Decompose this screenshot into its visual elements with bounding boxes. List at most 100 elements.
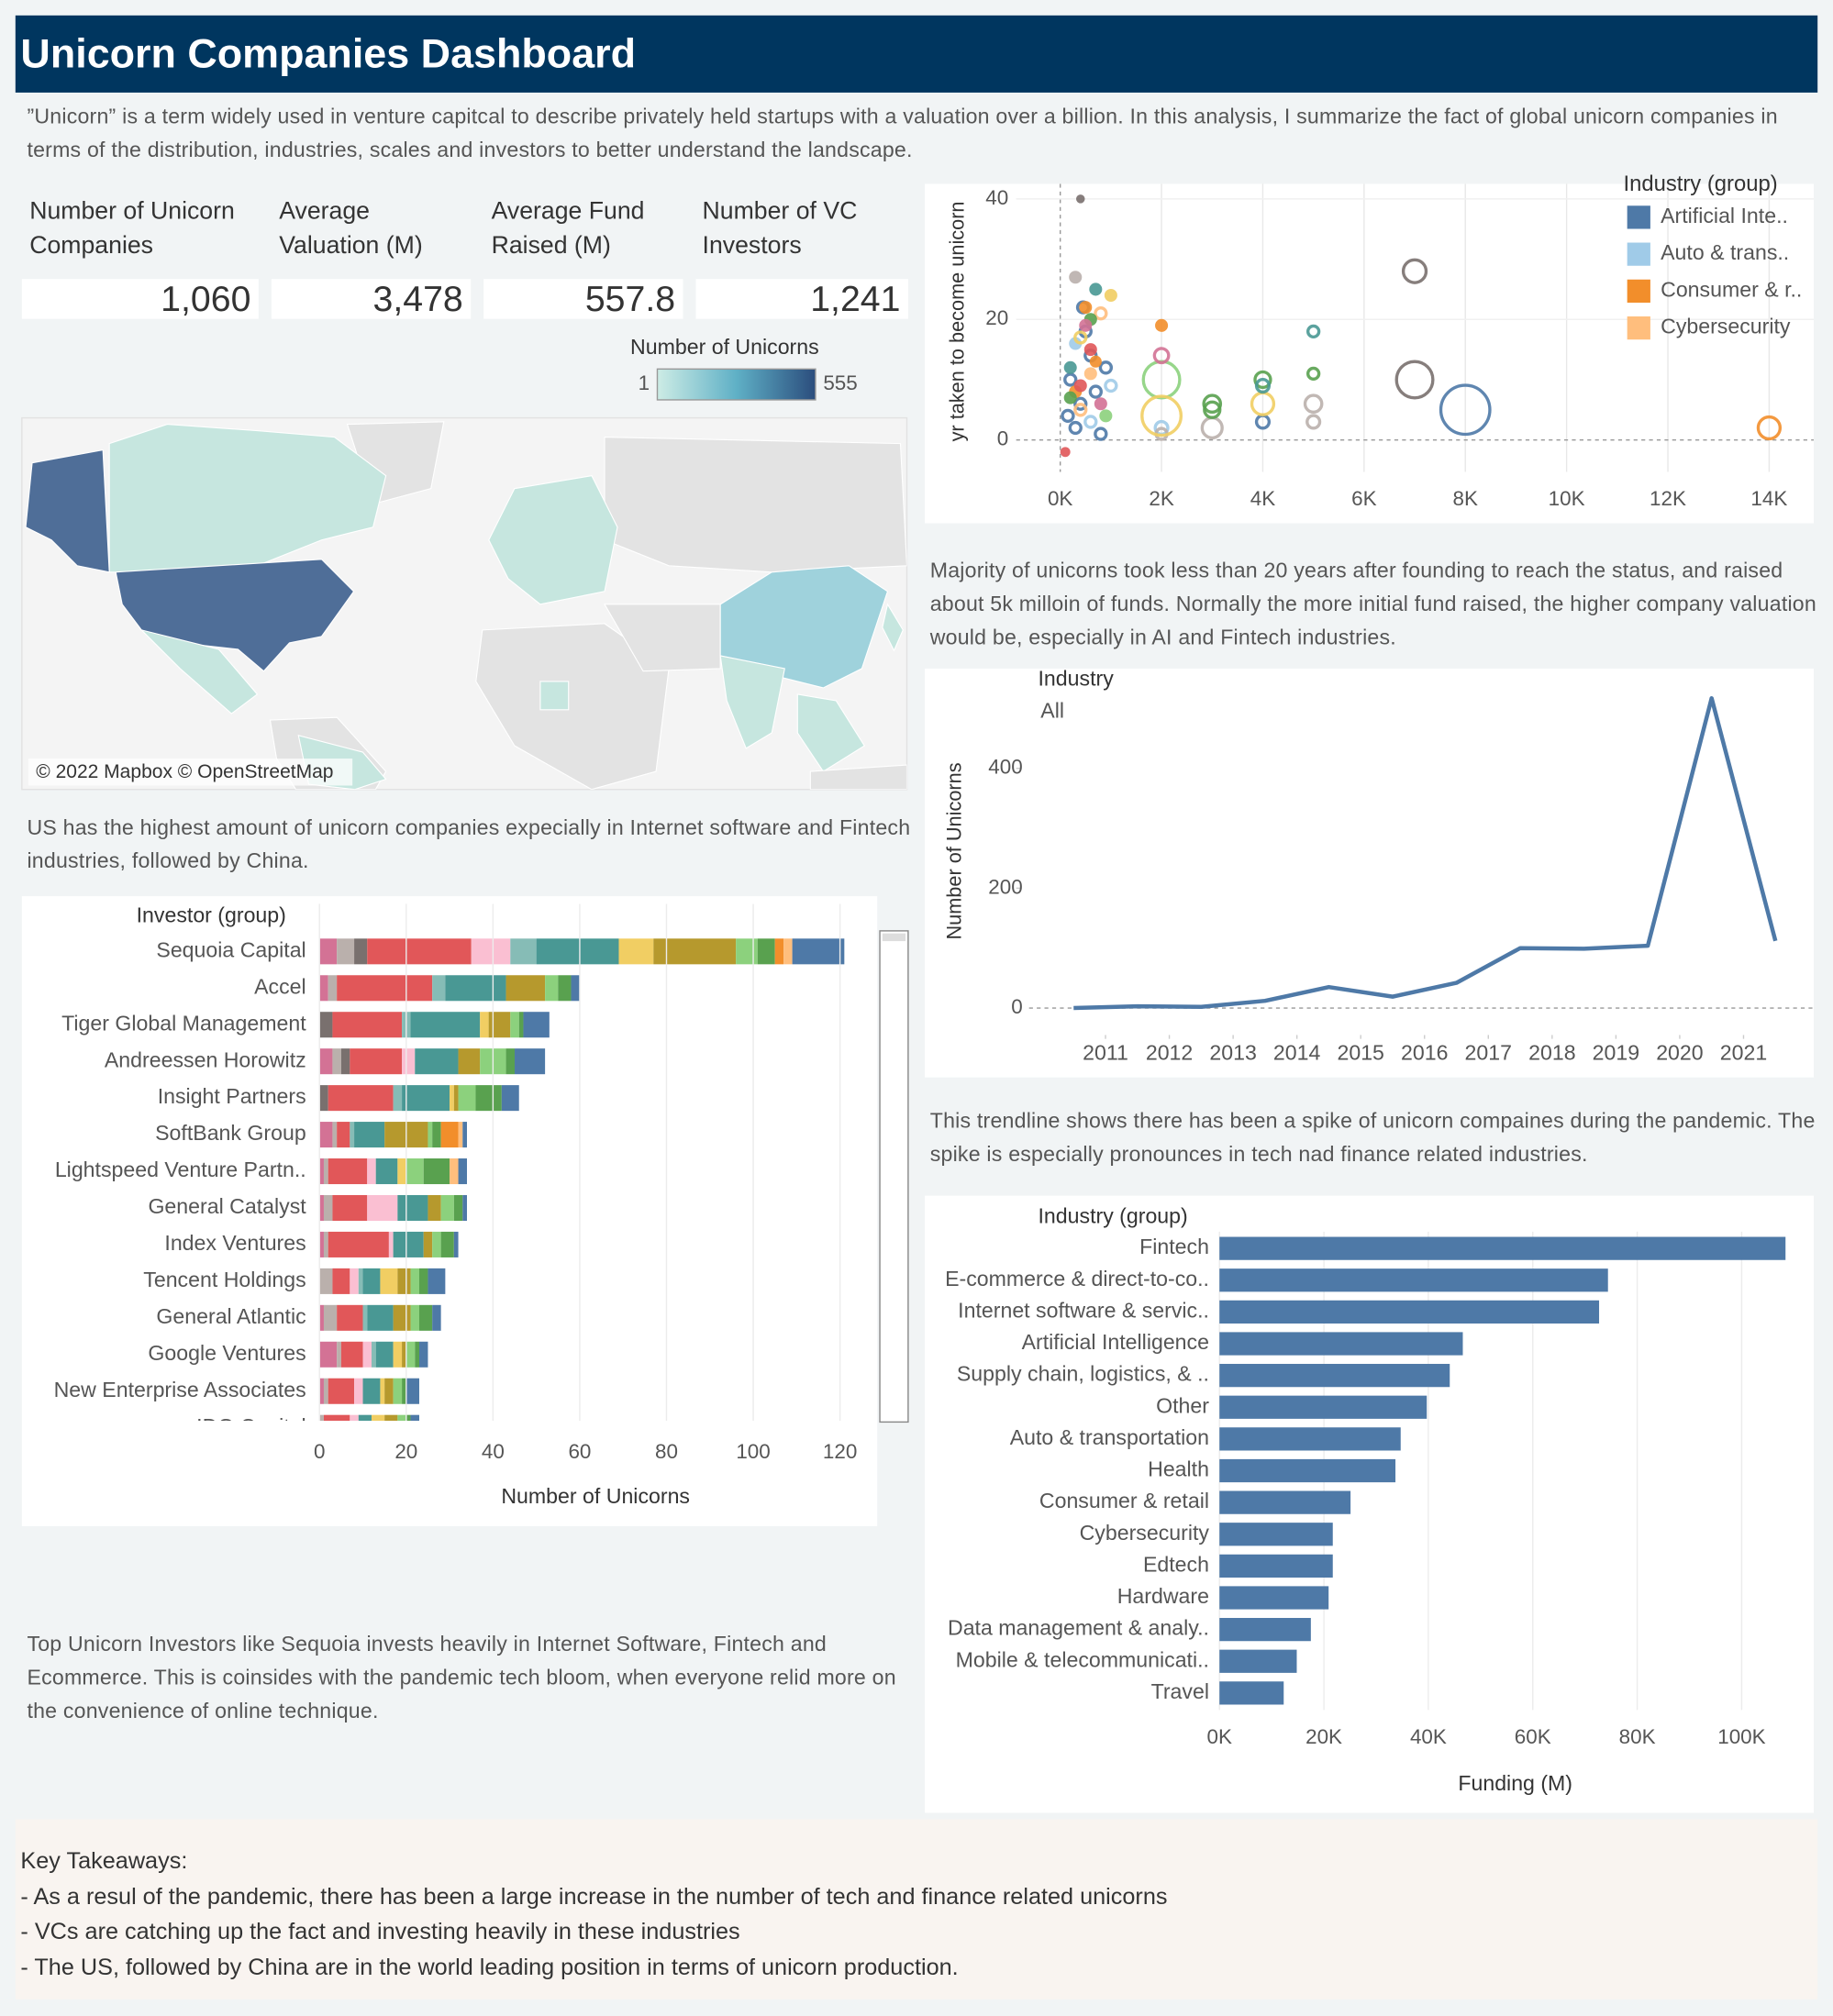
kpi-label: Number of Unicorn Companies <box>29 197 235 260</box>
bar-segment <box>418 1341 428 1368</box>
takeaways-title: Key Takeaways: <box>20 1847 188 1874</box>
scrollbar[interactable] <box>879 930 909 1423</box>
y-tick-label: Cybersecurity <box>1080 1521 1210 1545</box>
y-tick-label: Supply chain, logistics, & .. <box>957 1362 1209 1386</box>
point <box>1063 391 1077 404</box>
bar-segment <box>458 1158 467 1185</box>
point <box>1305 414 1322 430</box>
bar-segment <box>393 1085 403 1112</box>
bar-segment <box>362 1304 368 1331</box>
point <box>1079 318 1093 332</box>
takeaway: - As a resul of the pandemic, there has … <box>20 1882 1168 1909</box>
bar-segment <box>328 975 338 1002</box>
legend-swatch <box>1627 316 1650 340</box>
bar <box>1219 1268 1608 1292</box>
y-tick-label: Accel <box>254 974 306 998</box>
bar-segment <box>350 1268 359 1294</box>
bar-segment <box>367 1158 376 1185</box>
x-tick-label: 12K <box>1650 487 1686 510</box>
kpi-value: 1,060 <box>21 279 259 319</box>
x-tick-label: 100K <box>1717 1725 1765 1748</box>
bar-segment <box>358 1268 363 1294</box>
country <box>539 681 570 711</box>
bar-segment <box>428 1268 446 1294</box>
point <box>1098 360 1114 375</box>
point <box>1155 318 1169 332</box>
point <box>1254 377 1272 394</box>
takeaways-panel <box>15 1819 1818 1999</box>
bar-segment <box>337 975 433 1002</box>
bar-segment <box>423 1158 450 1185</box>
bar-segment <box>340 1341 363 1368</box>
bar-segment <box>410 1304 419 1331</box>
x-tick-label: 60K <box>1515 1725 1551 1748</box>
bar-segment <box>418 1268 428 1294</box>
y-axis-label: yr taken to become unicorn <box>945 201 968 441</box>
title: Unicorn Companies Dashboard <box>20 30 636 77</box>
point <box>1394 360 1435 400</box>
scrollbar-thumb[interactable] <box>882 933 906 942</box>
bar-segment <box>332 1268 350 1294</box>
point <box>1063 360 1077 374</box>
point <box>1061 408 1075 424</box>
point <box>1439 383 1492 437</box>
bar-segment <box>523 1012 550 1038</box>
point <box>1140 394 1183 438</box>
investor-note: Top Unicorn Investors like Sequoia inves… <box>27 1633 896 1722</box>
country <box>882 603 904 652</box>
bar-segment <box>319 1268 333 1294</box>
bar-segment <box>480 1012 489 1038</box>
y-tick-label: Travel <box>1151 1679 1209 1703</box>
bar <box>1219 1364 1450 1388</box>
bar-segment <box>405 1414 411 1421</box>
bar <box>1219 1586 1329 1610</box>
bar-segment <box>354 1378 363 1404</box>
bar-segment <box>792 938 845 965</box>
bar-segment <box>323 1378 328 1404</box>
bar-segment <box>475 1085 502 1112</box>
y-tick-label: Artificial Intelligence <box>1022 1330 1209 1354</box>
land <box>809 764 907 790</box>
bar <box>1219 1236 1786 1260</box>
bar-segment <box>462 1194 467 1221</box>
kpi-value: 1,241 <box>695 279 908 319</box>
bar-segment <box>428 1194 441 1221</box>
point <box>1152 347 1171 365</box>
y-tick-label: Auto & transportation <box>1010 1425 1209 1449</box>
bar-segment <box>340 1048 350 1075</box>
country <box>488 475 618 605</box>
scatter-panel <box>925 183 1814 524</box>
bar-segment <box>362 1268 381 1294</box>
bar-segment <box>432 1122 441 1148</box>
x-tick-label: 2021 <box>1720 1041 1767 1065</box>
bar-segment <box>471 938 511 965</box>
bar-segment <box>380 1378 385 1404</box>
legend-label: Cybersecurity <box>1661 315 1791 338</box>
y-tick-label: Fintech <box>1139 1235 1209 1258</box>
land <box>604 437 907 573</box>
bar-segment <box>418 1304 433 1331</box>
bar-segment <box>371 1414 385 1421</box>
bar <box>1219 1681 1284 1705</box>
point <box>1099 409 1113 423</box>
bar-segment <box>410 1414 419 1421</box>
x-tick-label: 2014 <box>1273 1041 1321 1065</box>
y-tick-label: 20 <box>985 306 1008 329</box>
bar-segment <box>450 1158 459 1185</box>
bar-segment <box>319 1231 324 1257</box>
axis-header: Industry (group) <box>1039 1204 1188 1228</box>
bar-segment <box>323 1194 333 1221</box>
country <box>719 655 785 749</box>
point <box>1083 415 1098 429</box>
attribution-bg <box>28 759 353 786</box>
bar-segment <box>736 938 758 965</box>
bar-segment <box>571 975 580 1002</box>
bar-segment <box>432 975 446 1002</box>
legend-label: Consumer & r.. <box>1661 277 1802 301</box>
trend-panel <box>925 668 1814 1078</box>
x-tick-label: 4K <box>1250 487 1275 510</box>
bar-segment <box>319 1304 324 1331</box>
point <box>1401 258 1428 284</box>
bar-segment <box>367 938 472 965</box>
